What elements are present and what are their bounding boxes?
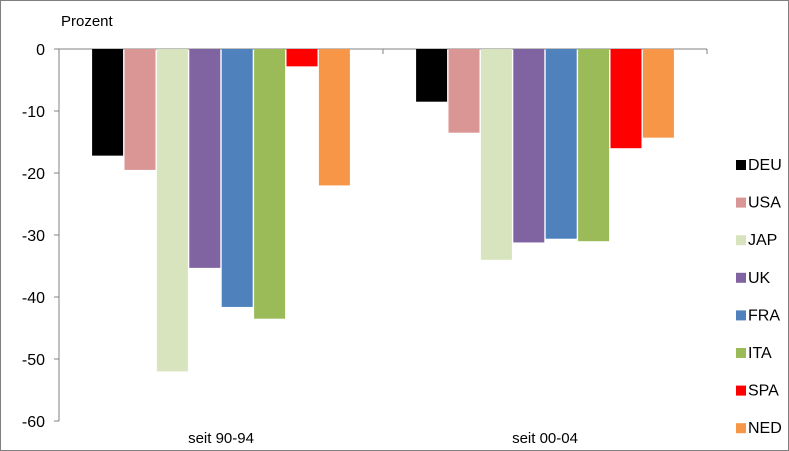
bar-deu-seit-90-94 bbox=[92, 49, 124, 156]
bar-usa-seit-90-94 bbox=[124, 49, 156, 170]
legend-swatch-deu bbox=[736, 160, 746, 170]
bar-fra-seit-90-94 bbox=[221, 49, 253, 307]
legend-label-spa: SPA bbox=[748, 383, 779, 400]
category-label: seit 90-94 bbox=[188, 430, 254, 447]
legend: DEU USA JAP UK FRA ITA SPA NED bbox=[736, 157, 782, 437]
bar-ita-seit-00-04 bbox=[578, 49, 610, 242]
legend-swatch-usa bbox=[736, 197, 746, 208]
y-tick-label: -40 bbox=[22, 290, 45, 307]
bar-ita-seit-90-94 bbox=[254, 49, 286, 319]
y-tick-label: -50 bbox=[22, 352, 45, 369]
y-tick-label: -30 bbox=[22, 228, 45, 245]
legend-label-ita: ITA bbox=[748, 345, 772, 362]
legend-label-deu: DEU bbox=[748, 157, 782, 174]
bar-usa-seit-00-04 bbox=[448, 49, 480, 133]
legend-swatch-ned bbox=[736, 423, 746, 434]
legend-swatch-uk bbox=[736, 272, 746, 283]
legend-label-uk: UK bbox=[748, 270, 771, 287]
bar-uk-seit-90-94 bbox=[189, 49, 221, 268]
bars-group bbox=[92, 49, 674, 372]
bar-fra-seit-00-04 bbox=[545, 49, 577, 239]
y-tick-label: -20 bbox=[22, 166, 45, 183]
bar-spa-seit-00-04 bbox=[610, 49, 642, 149]
legend-swatch-ita bbox=[736, 348, 746, 358]
bar-ned-seit-90-94 bbox=[318, 49, 350, 186]
bar-deu-seit-00-04 bbox=[416, 49, 448, 102]
bar-jap-seit-90-94 bbox=[156, 49, 188, 372]
legend-swatch-fra bbox=[736, 310, 746, 321]
bar-jap-seit-00-04 bbox=[480, 49, 512, 260]
y-axis-ticks: 0 -10 -20 -30 -40 -50 -60 bbox=[22, 42, 708, 431]
legend-swatch-jap bbox=[736, 235, 746, 246]
bar-uk-seit-00-04 bbox=[513, 49, 545, 243]
y-tick-label: 0 bbox=[36, 42, 45, 59]
category-label: seit 00-04 bbox=[512, 430, 578, 447]
bar-ned-seit-00-04 bbox=[642, 49, 674, 138]
legend-label-fra: FRA bbox=[748, 307, 780, 324]
legend-label-ned: NED bbox=[748, 420, 782, 437]
legend-label-usa: USA bbox=[748, 195, 781, 212]
y-tick-label: -10 bbox=[22, 104, 45, 121]
y-tick-label: -60 bbox=[22, 414, 45, 431]
y-axis-unit-label: Prozent bbox=[61, 13, 114, 30]
legend-label-jap: JAP bbox=[748, 232, 777, 249]
bar-spa-seit-90-94 bbox=[286, 49, 318, 67]
category-labels: seit 90-94 seit 00-04 bbox=[188, 430, 578, 447]
legend-swatch-spa bbox=[736, 385, 746, 396]
